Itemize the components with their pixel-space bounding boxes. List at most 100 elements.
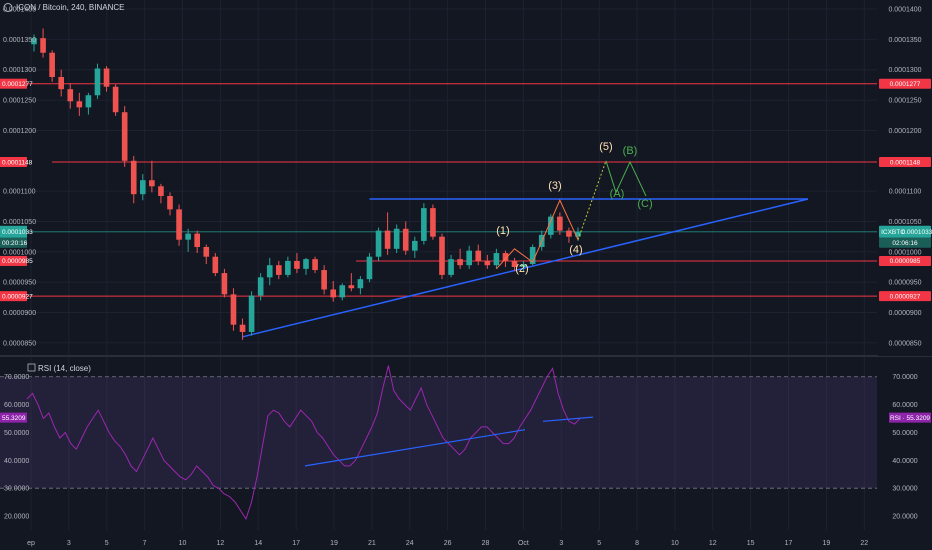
time-tick-label: 3 (67, 540, 71, 547)
candle-body[interactable] (76, 101, 83, 108)
level-price-label-left: 0.0000985 (2, 258, 33, 265)
wave-label: (3) (548, 180, 561, 192)
wave-abc-projection[interactable] (605, 160, 647, 197)
candle-body[interactable] (430, 208, 436, 237)
candle-body[interactable] (103, 68, 110, 87)
elliott-wave-projection[interactable] (496, 160, 647, 270)
candle-body[interactable] (402, 228, 409, 251)
candle-body[interactable] (212, 256, 219, 274)
price-axis-left[interactable]: 0.0001400 0.0001350 0.0001300 0.0001250 0.00… (0, 7, 36, 348)
candle-body[interactable] (185, 233, 191, 240)
level-price-badge[interactable] (879, 255, 931, 266)
candle-body[interactable] (348, 285, 355, 289)
candle-body[interactable] (448, 259, 454, 275)
price-axis[interactable]: 0.0001400 0.0001350 0.0001300 0.0001250 0.00… (878, 0, 932, 356)
candle-body[interactable] (203, 246, 210, 257)
candle-body[interactable] (529, 246, 536, 264)
candle-body[interactable] (149, 180, 155, 187)
time-tick-label: 5 (597, 540, 601, 547)
candle-body[interactable] (85, 95, 92, 108)
candle-body[interactable] (248, 295, 255, 332)
trend-lines[interactable] (242, 198, 809, 338)
candle-body[interactable] (158, 186, 164, 196)
rsi-panel[interactable] (0, 365, 877, 521)
candle-body[interactable] (330, 289, 337, 298)
rsi-trendline[interactable] (304, 429, 526, 467)
candle-body[interactable] (275, 265, 282, 275)
rsi-value-badge[interactable] (889, 412, 931, 423)
candle-body[interactable] (393, 228, 400, 249)
wave-impulse-path[interactable] (496, 199, 579, 270)
candle-body[interactable] (303, 259, 309, 269)
time-tick-label: 28 (482, 540, 490, 547)
level-price-badge-left[interactable] (0, 157, 27, 168)
level-price-badge[interactable] (879, 291, 931, 302)
rsi-title: RSI (14, close) (38, 364, 91, 373)
current-price-badge-left[interactable] (0, 225, 27, 238)
candle-body[interactable] (321, 270, 327, 290)
candle-body[interactable] (194, 233, 201, 247)
candle-body[interactable] (312, 259, 318, 271)
price-levels[interactable] (0, 83, 877, 297)
countdown-label: 02:06:16 (892, 240, 918, 247)
candle-body[interactable] (411, 240, 418, 251)
candle-body[interactable] (511, 260, 518, 268)
rsi-axis[interactable]: 70.0000 70.0000 60.0000 60.0000 50.0000 50.00… (0, 374, 931, 521)
current-price-badge[interactable] (879, 225, 931, 238)
candle-body[interactable] (31, 38, 37, 45)
candle-body[interactable] (285, 260, 291, 275)
candle-body[interactable] (221, 273, 228, 295)
time-tick-label: 10 (671, 540, 679, 547)
candle-body[interactable] (58, 77, 65, 90)
level-price-badge[interactable] (879, 78, 931, 89)
wave-5-projection[interactable] (577, 160, 607, 240)
candle-body[interactable] (139, 180, 146, 195)
candle-body[interactable] (457, 259, 463, 266)
rsi-collapse-icon[interactable] (27, 363, 36, 372)
candle-body[interactable] (575, 231, 581, 237)
candle-body[interactable] (112, 86, 119, 113)
level-price-label-left: 0.0000927 (2, 293, 33, 300)
candle-body[interactable] (49, 52, 55, 78)
level-price-badge-left[interactable] (0, 255, 27, 266)
rsi-trendline[interactable] (542, 416, 594, 422)
candle-body[interactable] (475, 250, 482, 261)
candle-body[interactable] (121, 112, 128, 161)
candle-body[interactable] (67, 89, 74, 102)
candle-body[interactable] (466, 250, 473, 266)
candle-body[interactable] (40, 38, 46, 53)
candle-body[interactable] (339, 285, 346, 298)
candle-body[interactable] (130, 160, 137, 195)
candle-body[interactable] (375, 230, 382, 257)
candle-body[interactable] (502, 253, 509, 261)
level-price-badge[interactable] (879, 157, 931, 168)
candle-body[interactable] (266, 265, 273, 278)
candle-body[interactable] (239, 324, 246, 332)
candle-body[interactable] (230, 294, 237, 325)
level-price-badge-left[interactable] (0, 291, 27, 302)
candle-body[interactable] (366, 256, 373, 280)
candle-body[interactable] (566, 230, 572, 237)
rsi-value-badge-left[interactable] (0, 412, 27, 423)
level-price-badge-left[interactable] (0, 78, 27, 89)
candle-body[interactable] (384, 230, 391, 249)
candle-body[interactable] (557, 216, 563, 231)
time-tick-label: 12 (709, 540, 717, 547)
candle-body[interactable] (439, 236, 445, 275)
candle-body[interactable] (94, 68, 101, 96)
time-axis[interactable]: ep 3 5 7 10 12 14 17 19 21 24 26 28 Oct 3 5 8 10 12 15 17 19 2… (27, 540, 868, 547)
candle-body[interactable] (493, 253, 500, 266)
candle-body[interactable] (357, 279, 364, 289)
candle-body[interactable] (176, 209, 182, 240)
candle-body[interactable] (484, 260, 491, 266)
candle-body[interactable] (421, 208, 427, 241)
candle-body[interactable] (547, 216, 554, 235)
candle-body[interactable] (294, 260, 300, 269)
price-tick-label: 0.0001100 (889, 189, 922, 196)
candle-body[interactable] (167, 195, 173, 210)
candle-body[interactable] (257, 277, 264, 296)
ascending-trendline[interactable] (242, 198, 809, 338)
rsi-line[interactable] (26, 365, 581, 521)
candle-body[interactable] (520, 263, 527, 268)
